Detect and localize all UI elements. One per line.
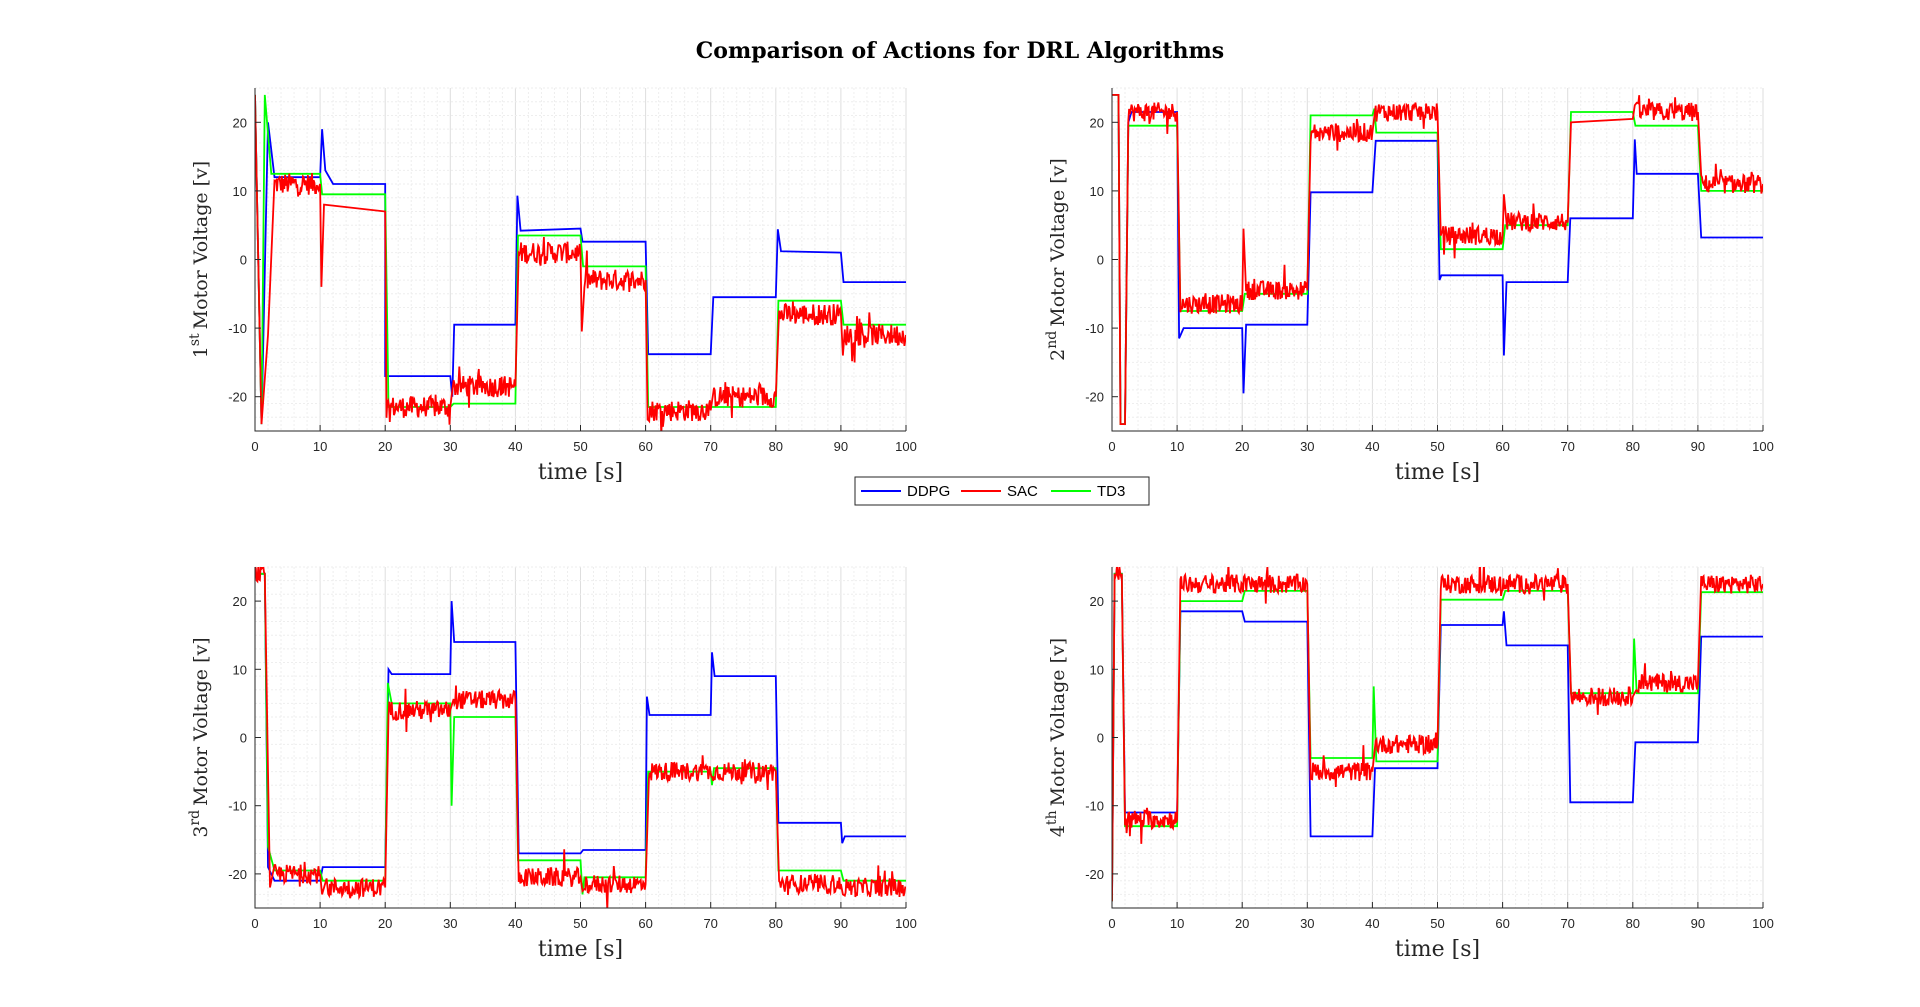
- x-tick-label: 10: [1170, 439, 1184, 454]
- series-line-ddpg: [1112, 94, 1763, 425]
- x-tick-label: 30: [443, 916, 457, 931]
- x-tick-label: 90: [834, 439, 848, 454]
- x-tick-label: 70: [703, 916, 717, 931]
- legend-label-sac: SAC: [1007, 483, 1038, 500]
- series-line-sac: [255, 567, 906, 908]
- x-tick-label: 0: [251, 916, 258, 931]
- x-tick-label: 100: [1752, 439, 1774, 454]
- y-tick-label: 10: [233, 662, 247, 677]
- x-axis-label: time [s]: [1395, 460, 1480, 485]
- y-tick-label: 0: [240, 731, 247, 746]
- x-tick-label: 60: [638, 439, 652, 454]
- y-tick-label: -20: [228, 867, 247, 882]
- x-tick-label: 10: [313, 916, 327, 931]
- x-tick-label: 20: [1235, 916, 1249, 931]
- y-tick-label: 0: [1097, 253, 1104, 268]
- figure-title: Comparison of Actions for DRL Algorithms: [696, 38, 1224, 64]
- y-tick-label: -20: [1085, 867, 1104, 882]
- x-tick-label: 80: [1626, 916, 1640, 931]
- x-tick-label: 30: [1300, 439, 1314, 454]
- x-tick-label: 50: [573, 439, 587, 454]
- y-tick-label: -10: [228, 321, 247, 336]
- x-tick-label: 0: [1108, 439, 1115, 454]
- x-tick-label: 0: [251, 439, 258, 454]
- x-tick-label: 90: [1691, 916, 1705, 931]
- legend-label-ddpg: DDPG: [907, 483, 950, 500]
- subplot-3: 0 10 20 30 40 50 60 70 80 90 100 -20 -10 0 10 20 time [s…: [187, 566, 917, 962]
- y-tick-label: 20: [1090, 115, 1104, 130]
- x-tick-label: 80: [1626, 439, 1640, 454]
- x-tick-label: 50: [1430, 439, 1444, 454]
- y-tick-label: 20: [233, 115, 247, 130]
- y-tick-label: -20: [228, 390, 247, 405]
- y-tick-label: 20: [1090, 594, 1104, 609]
- y-tick-label: -10: [1085, 321, 1104, 336]
- x-tick-label: 50: [1430, 916, 1444, 931]
- series-line-sac: [255, 94, 906, 431]
- y-tick-label: 0: [240, 253, 247, 268]
- x-tick-label: 30: [443, 439, 457, 454]
- x-tick-label: 80: [769, 439, 783, 454]
- legend: DDPG SAC TD3: [854, 476, 1150, 506]
- x-tick-label: 60: [1495, 916, 1509, 931]
- x-tick-label: 90: [834, 916, 848, 931]
- subplot-2: 0 10 20 30 40 50 60 70 80 90 100 -20 -10 0 10 20 time [s…: [1044, 87, 1774, 485]
- y-tick-label: 10: [1090, 184, 1104, 199]
- subplot-1: 0 10 20 30 40 50 60 70 80 90 100 -20 -10 0 10 20 time [s…: [187, 87, 917, 485]
- y-axis-label: 3rdMotor Voltage [v]: [187, 637, 212, 837]
- x-tick-label: 20: [378, 916, 392, 931]
- x-tick-label: 40: [508, 439, 522, 454]
- series-line-sac: [1112, 567, 1763, 902]
- y-axis-label: 1stMotor Voltage [v]: [187, 161, 212, 358]
- y-axis-label: 4thMotor Voltage [v]: [1044, 638, 1069, 837]
- x-tick-label: 100: [895, 916, 917, 931]
- y-tick-label: 0: [1097, 731, 1104, 746]
- x-tick-label: 0: [1108, 916, 1115, 931]
- x-tick-label: 30: [1300, 916, 1314, 931]
- y-tick-label: 10: [1090, 662, 1104, 677]
- y-tick-label: -20: [1085, 390, 1104, 405]
- x-tick-label: 70: [1560, 916, 1574, 931]
- legend-box: [854, 476, 1150, 506]
- series-line-ddpg: [1112, 572, 1763, 902]
- x-tick-label: 100: [895, 439, 917, 454]
- x-tick-label: 90: [1691, 439, 1705, 454]
- legend-label-td3: TD3: [1097, 483, 1125, 500]
- x-tick-label: 40: [508, 916, 522, 931]
- x-tick-label: 20: [378, 439, 392, 454]
- x-axis-label: time [s]: [1395, 937, 1480, 962]
- x-axis-label: time [s]: [538, 460, 623, 485]
- x-tick-label: 60: [638, 916, 652, 931]
- subplot-4: 0 10 20 30 40 50 60 70 80 90 100 -20 -10 0 10 20 time [s…: [1044, 566, 1774, 962]
- y-axis-label: 2ndMotor Voltage [v]: [1044, 158, 1069, 361]
- x-axis-label: time [s]: [538, 937, 623, 962]
- x-tick-label: 10: [313, 439, 327, 454]
- x-tick-label: 40: [1365, 916, 1379, 931]
- x-tick-label: 10: [1170, 916, 1184, 931]
- x-tick-label: 40: [1365, 439, 1379, 454]
- x-tick-label: 80: [769, 916, 783, 931]
- series-line-td3: [1112, 572, 1763, 902]
- grid: [1111, 566, 1764, 909]
- series-line-ddpg: [255, 94, 906, 425]
- y-tick-label: -10: [1085, 799, 1104, 814]
- x-tick-label: 50: [573, 916, 587, 931]
- y-tick-label: 10: [233, 184, 247, 199]
- x-tick-label: 20: [1235, 439, 1249, 454]
- x-tick-label: 100: [1752, 916, 1774, 931]
- y-tick-label: 20: [233, 594, 247, 609]
- x-tick-label: 70: [1560, 439, 1574, 454]
- y-tick-label: -10: [228, 799, 247, 814]
- x-tick-label: 60: [1495, 439, 1509, 454]
- x-tick-label: 70: [703, 439, 717, 454]
- series-line-sac: [1112, 94, 1763, 425]
